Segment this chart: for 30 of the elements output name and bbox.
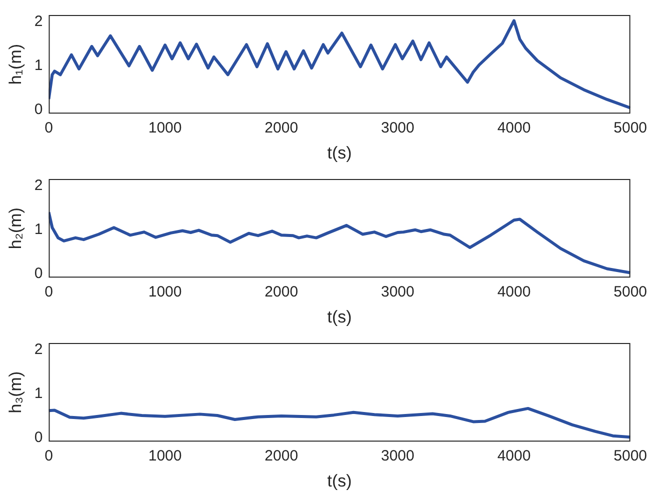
y-tick-label: 2 <box>34 176 43 194</box>
y-tick-label: 2 <box>34 340 43 358</box>
x-tick-label: 1000 <box>148 120 182 137</box>
x-tick-label: 5000 <box>614 448 648 465</box>
y-axis-title: h₃(m) <box>6 371 25 414</box>
y-axis-title: h₂(m) <box>6 208 25 250</box>
x-tick-label: 2000 <box>264 284 298 301</box>
x-tick-label: 2000 <box>264 448 298 465</box>
y-tick-label: 0 <box>34 429 43 446</box>
x-tick-label: 1000 <box>148 448 182 465</box>
x-tick-label: 3000 <box>381 284 414 301</box>
x-axis-title: t(s) <box>327 143 352 162</box>
x-tick-label: 3000 <box>381 448 414 465</box>
x-tick-label: 4000 <box>497 448 531 465</box>
x-tick-label: 3000 <box>381 120 414 137</box>
x-tick-label: 5000 <box>614 120 648 137</box>
y-tick-label: 0 <box>34 265 43 282</box>
y-tick-label: 1 <box>34 384 43 402</box>
y-tick-label: 0 <box>34 101 43 118</box>
x-tick-label: 1000 <box>148 284 182 301</box>
x-axis-title: t(s) <box>327 307 352 326</box>
y-tick-label: 2 <box>34 12 43 30</box>
y-tick-label: 1 <box>34 56 43 74</box>
y-axis-title: h₁(m) <box>6 44 25 85</box>
y-tick-label: 1 <box>34 220 43 238</box>
x-tick-label: 5000 <box>614 284 648 301</box>
x-tick-label: 4000 <box>497 120 531 137</box>
x-tick-label: 2000 <box>264 120 298 137</box>
x-tick-label: 4000 <box>497 284 531 301</box>
x-axis-title: t(s) <box>327 471 352 490</box>
